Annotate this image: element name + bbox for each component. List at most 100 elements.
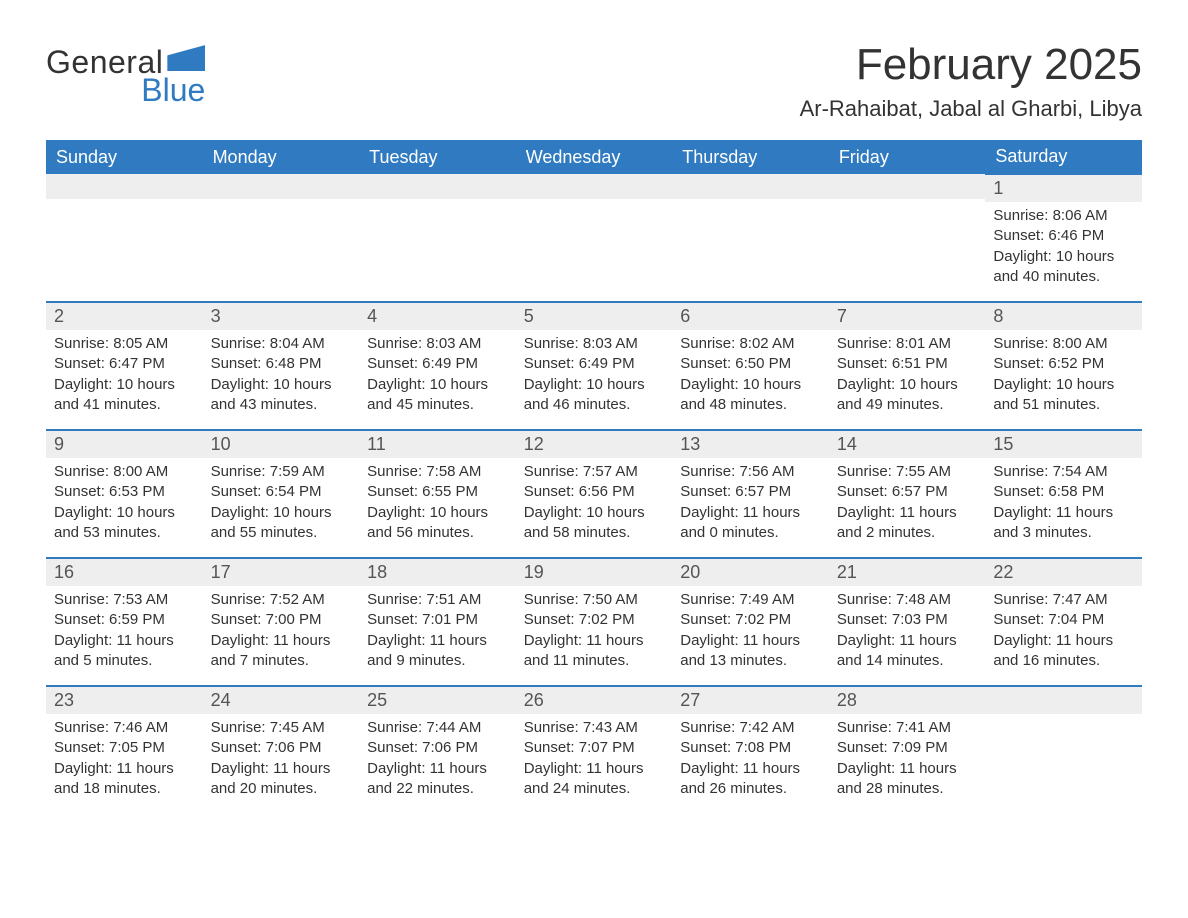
day-content: Sunrise: 7:43 AMSunset: 7:07 PMDaylight:… — [516, 714, 673, 809]
day-number: 4 — [359, 303, 516, 330]
day-7: 7Sunrise: 8:01 AMSunset: 6:51 PMDaylight… — [829, 302, 986, 430]
daylight-line: Daylight: 11 hours and 28 minutes. — [837, 759, 978, 800]
sunrise-line: Sunrise: 7:50 AM — [524, 590, 665, 610]
dayname-tuesday: Tuesday — [359, 140, 516, 174]
dayname-sunday: Sunday — [46, 140, 203, 174]
daylight-line: Daylight: 10 hours and 46 minutes. — [524, 375, 665, 416]
day-number: 3 — [203, 303, 360, 330]
month-title: February 2025 — [800, 40, 1142, 90]
day-number: 9 — [46, 431, 203, 458]
daylight-line: Daylight: 10 hours and 48 minutes. — [680, 375, 821, 416]
sunset-line: Sunset: 7:00 PM — [211, 610, 352, 630]
day-content: Sunrise: 7:45 AMSunset: 7:06 PMDaylight:… — [203, 714, 360, 809]
day-content: Sunrise: 8:00 AMSunset: 6:52 PMDaylight:… — [985, 330, 1142, 425]
day-12: 12Sunrise: 7:57 AMSunset: 6:56 PMDayligh… — [516, 430, 673, 558]
daylight-line: Daylight: 10 hours and 45 minutes. — [367, 375, 508, 416]
day-content: Sunrise: 8:04 AMSunset: 6:48 PMDaylight:… — [203, 330, 360, 425]
sunset-line: Sunset: 6:46 PM — [993, 226, 1134, 246]
blank-bar — [359, 174, 516, 199]
daylight-line: Daylight: 11 hours and 22 minutes. — [367, 759, 508, 800]
day-number: 12 — [516, 431, 673, 458]
dayname-thursday: Thursday — [672, 140, 829, 174]
sunset-line: Sunset: 6:51 PM — [837, 354, 978, 374]
day-number: 19 — [516, 559, 673, 586]
blank-cell — [359, 174, 516, 302]
day-content: Sunrise: 8:03 AMSunset: 6:49 PMDaylight:… — [359, 330, 516, 425]
day-content: Sunrise: 8:00 AMSunset: 6:53 PMDaylight:… — [46, 458, 203, 553]
dayname-row: SundayMondayTuesdayWednesdayThursdayFrid… — [46, 140, 1142, 174]
day-20: 20Sunrise: 7:49 AMSunset: 7:02 PMDayligh… — [672, 558, 829, 686]
logo-word-blue: Blue — [104, 74, 205, 106]
daylight-line: Daylight: 11 hours and 9 minutes. — [367, 631, 508, 672]
sunrise-line: Sunrise: 8:00 AM — [54, 462, 195, 482]
header: General Blue February 2025 Ar-Rahaibat, … — [46, 40, 1142, 122]
blank-cell — [516, 174, 673, 302]
day-content: Sunrise: 7:53 AMSunset: 6:59 PMDaylight:… — [46, 586, 203, 681]
sunset-line: Sunset: 6:56 PM — [524, 482, 665, 502]
sunset-line: Sunset: 6:49 PM — [524, 354, 665, 374]
blank-cell — [203, 174, 360, 302]
daylight-line: Daylight: 11 hours and 0 minutes. — [680, 503, 821, 544]
blank-bar — [829, 174, 986, 199]
day-25: 25Sunrise: 7:44 AMSunset: 7:06 PMDayligh… — [359, 686, 516, 814]
day-number: 14 — [829, 431, 986, 458]
day-6: 6Sunrise: 8:02 AMSunset: 6:50 PMDaylight… — [672, 302, 829, 430]
day-content: Sunrise: 8:01 AMSunset: 6:51 PMDaylight:… — [829, 330, 986, 425]
sunrise-line: Sunrise: 7:48 AM — [837, 590, 978, 610]
sunset-line: Sunset: 7:06 PM — [367, 738, 508, 758]
sunrise-line: Sunrise: 8:03 AM — [524, 334, 665, 354]
day-content: Sunrise: 7:47 AMSunset: 7:04 PMDaylight:… — [985, 586, 1142, 681]
day-number: 7 — [829, 303, 986, 330]
daylight-line: Daylight: 10 hours and 51 minutes. — [993, 375, 1134, 416]
day-number: 10 — [203, 431, 360, 458]
day-9: 9Sunrise: 8:00 AMSunset: 6:53 PMDaylight… — [46, 430, 203, 558]
day-content: Sunrise: 7:57 AMSunset: 6:56 PMDaylight:… — [516, 458, 673, 553]
day-3: 3Sunrise: 8:04 AMSunset: 6:48 PMDaylight… — [203, 302, 360, 430]
logo: General Blue — [46, 40, 205, 106]
day-23: 23Sunrise: 7:46 AMSunset: 7:05 PMDayligh… — [46, 686, 203, 814]
day-content: Sunrise: 7:54 AMSunset: 6:58 PMDaylight:… — [985, 458, 1142, 553]
sunrise-line: Sunrise: 7:59 AM — [211, 462, 352, 482]
daylight-line: Daylight: 11 hours and 2 minutes. — [837, 503, 978, 544]
day-14: 14Sunrise: 7:55 AMSunset: 6:57 PMDayligh… — [829, 430, 986, 558]
day-4: 4Sunrise: 8:03 AMSunset: 6:49 PMDaylight… — [359, 302, 516, 430]
title-block: February 2025 Ar-Rahaibat, Jabal al Ghar… — [800, 40, 1142, 122]
day-content: Sunrise: 7:46 AMSunset: 7:05 PMDaylight:… — [46, 714, 203, 809]
daylight-line: Daylight: 11 hours and 14 minutes. — [837, 631, 978, 672]
day-number: 24 — [203, 687, 360, 714]
day-number: 13 — [672, 431, 829, 458]
day-22: 22Sunrise: 7:47 AMSunset: 7:04 PMDayligh… — [985, 558, 1142, 686]
day-content: Sunrise: 7:55 AMSunset: 6:57 PMDaylight:… — [829, 458, 986, 553]
daylight-line: Daylight: 11 hours and 24 minutes. — [524, 759, 665, 800]
sunrise-line: Sunrise: 7:45 AM — [211, 718, 352, 738]
sunset-line: Sunset: 6:57 PM — [837, 482, 978, 502]
day-number: 1 — [985, 175, 1142, 202]
day-5: 5 Sunrise: 8:03 AMSunset: 6:49 PMDaylight… — [516, 302, 673, 430]
sunrise-line: Sunrise: 8:06 AM — [993, 206, 1134, 226]
day-number: 21 — [829, 559, 986, 586]
daylight-line: Daylight: 10 hours and 55 minutes. — [211, 503, 352, 544]
week-row: 16Sunrise: 7:53 AMSunset: 6:59 PMDayligh… — [46, 558, 1142, 686]
day-number: 17 — [203, 559, 360, 586]
day-number: 18 — [359, 559, 516, 586]
sunset-line: Sunset: 7:02 PM — [524, 610, 665, 630]
dayname-wednesday: Wednesday — [516, 140, 673, 174]
daylight-line: Daylight: 10 hours and 53 minutes. — [54, 503, 195, 544]
sunrise-line: Sunrise: 7:43 AM — [524, 718, 665, 738]
sunset-line: Sunset: 7:01 PM — [367, 610, 508, 630]
daylight-line: Daylight: 11 hours and 7 minutes. — [211, 631, 352, 672]
sunrise-line: Sunrise: 7:55 AM — [837, 462, 978, 482]
trailing-blank-cell — [985, 686, 1142, 814]
sunrise-line: Sunrise: 7:53 AM — [54, 590, 195, 610]
day-number: 5 — [516, 303, 673, 330]
day-19: 19Sunrise: 7:50 AMSunset: 7:02 PMDayligh… — [516, 558, 673, 686]
blank-bar — [46, 174, 203, 199]
blank-bar — [985, 687, 1142, 714]
dayname-monday: Monday — [203, 140, 360, 174]
sunrise-line: Sunrise: 8:01 AM — [837, 334, 978, 354]
daylight-line: Daylight: 11 hours and 20 minutes. — [211, 759, 352, 800]
sunset-line: Sunset: 6:59 PM — [54, 610, 195, 630]
week-row: 23Sunrise: 7:46 AMSunset: 7:05 PMDayligh… — [46, 686, 1142, 814]
sunrise-line: Sunrise: 8:05 AM — [54, 334, 195, 354]
week-row: 2Sunrise: 8:05 AMSunset: 6:47 PMDaylight… — [46, 302, 1142, 430]
